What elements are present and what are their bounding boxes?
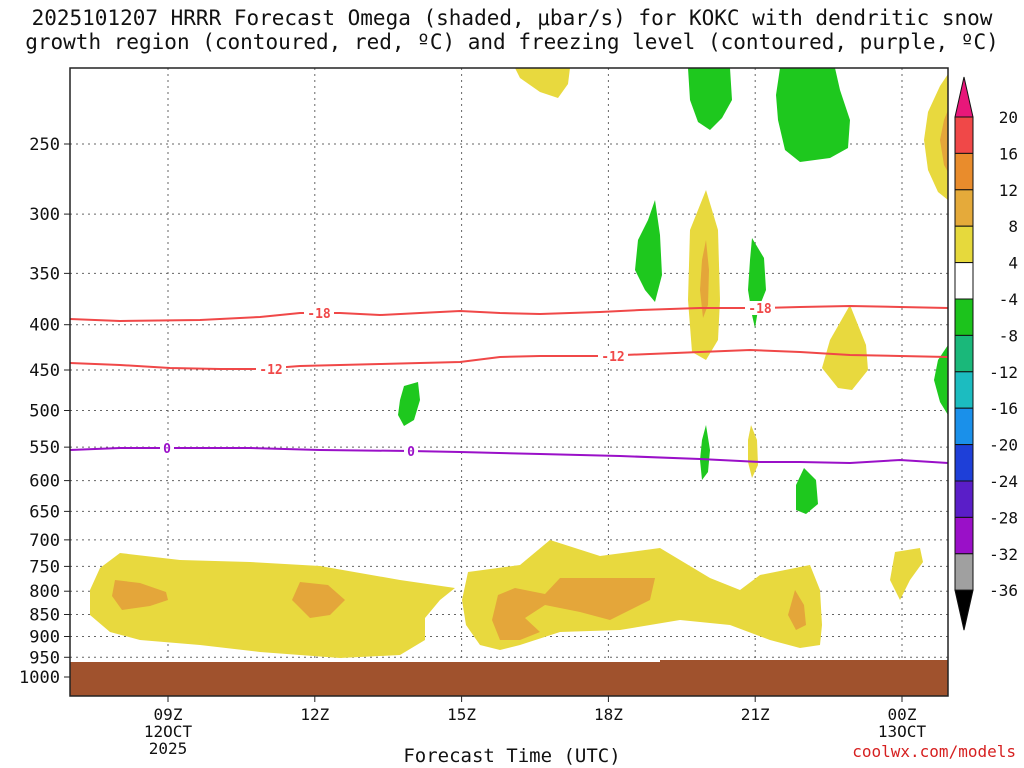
x-tick-label: 09Z (154, 705, 183, 724)
y-tick-label: 500 (29, 402, 60, 422)
colorbar-swatch (954, 116, 974, 154)
x-axis-label: Forecast Time (UTC) (403, 745, 621, 767)
colorbar-label: 16 (999, 144, 1018, 163)
x-tick-label: 21Z (741, 705, 770, 724)
contour-label-minus12-a: -12 (259, 363, 282, 378)
colorbar-label: -24 (989, 472, 1018, 491)
colorbar-label: -32 (989, 545, 1018, 564)
title-line-2: growth region (contoured, red, ºC) and f… (25, 30, 999, 54)
colorbar-swatch (954, 407, 974, 446)
colorbar-swatch (954, 152, 974, 191)
colorbar-bottom-arrow (954, 589, 974, 631)
colorbar-label: 20 (999, 108, 1018, 127)
omega-orange-core-1 (112, 580, 168, 610)
contour-label-zero-a: 0 (163, 442, 171, 457)
contour-label-zero-b: 0 (407, 445, 415, 460)
colorbar-swatch (954, 371, 974, 409)
omega-yellow-blob-4 (822, 305, 868, 390)
y-tick-label: 1000 (19, 668, 60, 688)
colorbar-swatch (954, 480, 974, 518)
omega-green-blob-6 (398, 382, 420, 426)
y-tick-label: 800 (29, 582, 60, 602)
omega-orange-core-6 (940, 110, 948, 172)
colorbar-swatch (954, 516, 974, 555)
colorbar-swatch (954, 225, 974, 264)
contour-label-minus12-b: -12 (601, 350, 624, 365)
x-tick-label: 13OCT (878, 722, 927, 741)
plot-area: -18 -18 -12 -12 0 0 (69, 67, 949, 697)
omega-yellow-dot-1 (208, 629, 216, 640)
y-tick-label: 550 (29, 438, 60, 458)
x-tick-label: 12OCT (144, 722, 193, 741)
y-tick-label: 750 (29, 557, 60, 577)
colorbar-label: 8 (1008, 217, 1018, 236)
colorbar-label: -36 (989, 581, 1018, 600)
colorbar-label: 4 (1008, 254, 1018, 273)
y-tick-label: 700 (29, 531, 60, 551)
title-line-1: 2025101207 HRRR Forecast Omega (shaded, … (31, 6, 993, 30)
omega-yellow-blob-8 (890, 548, 923, 600)
x-tick-label: 18Z (594, 705, 623, 724)
purple-contour-zero (69, 447, 949, 465)
omega-green-blob-8 (796, 468, 818, 514)
omega-yellow-blob-1 (515, 68, 570, 98)
y-tick-label: 950 (29, 648, 60, 668)
y-tick-label: 900 (29, 627, 60, 647)
contour-label-minus18-a: -18 (307, 307, 331, 322)
x-tick-label: 00Z (888, 705, 917, 724)
colorbar-label: -16 (989, 399, 1018, 418)
omega-yellow-blob-6 (90, 553, 455, 658)
omega-green-blob-1 (688, 68, 732, 130)
y-tick-label: 300 (29, 205, 60, 225)
x-tick-label: 2025 (149, 739, 188, 758)
red-contour-minus18 (69, 304, 949, 323)
x-tick-label: 12Z (300, 705, 329, 724)
y-tick-label: 600 (29, 472, 60, 492)
omega-yellow-blob-2 (924, 74, 948, 200)
colorbar-swatch (954, 444, 974, 482)
plot-frame (69, 67, 949, 697)
colorbar-label: -8 (999, 326, 1018, 345)
omega-orange-core-4 (788, 590, 806, 630)
colorbar-swatch (954, 298, 974, 336)
omega-orange-core-5 (700, 240, 709, 318)
contour-label-minus18-b: -18 (748, 302, 772, 317)
colorbar-top-arrow (954, 76, 974, 118)
colorbar-label: 12 (999, 181, 1018, 200)
colorbar-swatch (954, 189, 974, 227)
chart-title: 2025101207 HRRR Forecast Omega (shaded, … (0, 6, 1024, 54)
x-tick-label: 15Z (447, 705, 476, 724)
y-tick-label: 650 (29, 502, 60, 522)
y-tick-label: 400 (29, 316, 60, 336)
omega-green-blob-2 (776, 68, 850, 162)
red-contour-minus12 (69, 348, 949, 370)
colorbar-label: -12 (989, 363, 1018, 382)
colorbar-swatch (954, 553, 974, 591)
omega-orange-core-2 (292, 582, 345, 618)
omega-shading (90, 68, 948, 658)
omega-green-blob-7 (700, 425, 710, 480)
y-tick-label: 850 (29, 606, 60, 626)
colorbar-swatch (954, 334, 974, 373)
omega-green-blob-5 (934, 345, 948, 415)
ground-fill (70, 660, 948, 696)
colorbar-swatch (954, 262, 974, 300)
y-tick-label: 250 (29, 135, 60, 155)
omega-yellow-blob-5 (748, 425, 758, 478)
y-axis: 2503003504004505005506006507007508008509… (19, 135, 70, 688)
colorbar-label: -4 (999, 290, 1018, 309)
colorbar-label: -28 (989, 508, 1018, 527)
y-tick-label: 450 (29, 361, 60, 381)
colorbar: 20 16 12 8 4 -4 -8 -12 -16 -20 -24 -28 -32 -36 (954, 76, 1018, 631)
y-tick-label: 350 (29, 264, 60, 284)
colorbar-label: -20 (989, 436, 1018, 455)
omega-green-blob-3 (635, 200, 662, 302)
omega-orange-core-3 (492, 578, 655, 640)
credit-text: coolwx.com/models (852, 742, 1016, 761)
